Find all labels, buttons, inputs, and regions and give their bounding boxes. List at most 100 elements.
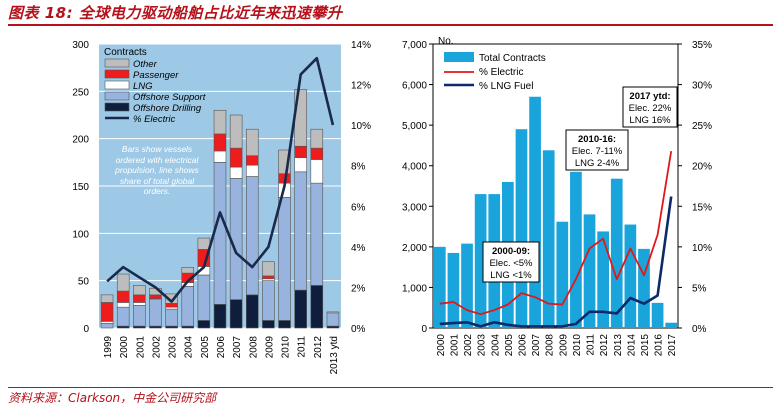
right-bar-total-contracts [610,178,623,328]
left-bar-offshore-support [310,182,324,286]
left-bar-passenger [116,290,130,303]
right-x-tick-label: 2007 [531,334,542,357]
left-bar-offshore-support [245,176,259,296]
right-bar-total-contracts [529,96,541,328]
right-x-labels: 2000 2001 2002 2003 2004 2005 2006 2007 2008 2009… [436,334,678,357]
annotation-2017-ytd: 2017 ytd: Elec. 22% LNG 16% [622,86,678,128]
left-bar-offshore-support [181,286,195,327]
right-axis-label: No. [438,36,454,47]
right-bar-total-contracts [597,231,609,328]
right-bar-total-contracts [583,214,596,328]
left-bar-other [245,128,259,157]
right-x-tick-label: 2008 [545,334,556,357]
left-y2-tick-label: 14% [351,40,371,51]
right-legend: Total Contracts % Electric % LNG Fuel [444,52,546,92]
left-x-tick-label: 2004 [184,336,195,359]
right-bar-total-contracts [474,194,487,328]
left-bar-other [310,128,324,149]
left-bar-passenger [133,294,146,303]
left-annotation-box: Bars show vessels ordered with electrica… [115,144,199,196]
left-y2-ticks: 0% 2% 4% 6% 8% 10% 12% 14% [351,40,371,335]
annotation-2017-ytd-box [622,86,678,128]
right-y-tick-label: 2,000 [402,243,427,254]
right-bar-total-contracts [542,150,555,328]
left-axis-label: Contracts [104,47,147,58]
left-bar-other [116,273,130,292]
right-x-tick-label: 2009 [558,334,569,357]
annotation-2017-ytd-line1: Elec. 22% [629,103,672,114]
left-x-tick-label: 2002 [151,336,162,359]
left-bar-other [262,261,275,277]
left-bar-offshore-drilling [197,320,211,329]
charts-svg: 0 50 100 150 200 250 300 0% 2% 4% 6% 8% 10% 12% 14% 1… [72,36,712,374]
left-y2-tick-label: 8% [351,162,366,173]
figure-title: 图表 18: 全球电力驱动船舶占比近年来迅速攀升 [8,4,343,22]
right-x-tick-label: 2015 [640,334,651,357]
right-x-tick-label: 2005 [504,334,515,357]
right-y-tick-label: 3,000 [402,202,427,213]
right-y2-tick-label: 0% [692,324,707,335]
right-lines [439,150,673,328]
legend-label-lng: LNG [133,81,153,92]
right-x-tick-label: 2012 [599,334,610,357]
right-y2-tick-label: 5% [692,283,707,294]
right-y2-tick-label: 35% [692,40,712,51]
left-bar-passenger [229,147,243,168]
legend-label-pct-electric: % Electric [479,67,523,78]
annotation-2010-16: 2010-16: Elec. 7-11% LNG 2-4% [565,129,629,171]
left-legend: Other Passenger LNG Offshore Support Off… [104,58,206,125]
left-bar-offshore-drilling [229,299,243,329]
left-bar-offshore-drilling [262,320,275,329]
right-x-tick-label: 2003 [477,334,488,357]
legend-swatch-lng [104,80,130,90]
left-x-tick-label: 2006 [216,336,227,359]
title-rule [8,24,773,26]
left-y-tick-label: 300 [72,40,89,51]
legend-swatch-total-contracts [444,52,474,62]
source-rule [8,387,773,388]
left-y-tick-label: 250 [72,87,89,98]
annotation-2000-09-line1: Elec. <5% [489,258,533,269]
legend-swatch-offshore-drilling [104,102,130,112]
right-bar-total-contracts [651,302,664,328]
right-bar-total-contracts [447,252,460,328]
right-y2-tick-label: 20% [692,162,712,173]
left-bar-passenger [165,303,178,308]
legend-swatch-passenger [104,69,130,79]
left-annotation-text: Bars show vessels ordered with electrica… [115,144,199,196]
annotation-2000-09-box [482,241,540,283]
left-chart: 0 50 100 150 200 250 300 0% 2% 4% 6% 8% 10% 12% 14% 1… [72,40,371,374]
left-y2-tick-label: 10% [351,121,371,132]
right-lng-line [439,196,673,328]
left-bar-offshore-support [149,299,162,327]
annotation-2010-16-line1: Elec. 7-11% [572,146,623,157]
left-y-tick-label: 150 [72,182,89,193]
legend-label-pct-lng: % LNG Fuel [479,81,533,92]
left-y-tick-label: 100 [72,229,89,240]
left-bar-offshore-drilling [294,289,307,329]
left-x-tick-label: 2013 ytd [329,336,340,374]
left-bar-other [165,293,178,304]
right-x-tick-label: 2001 [449,334,460,357]
legend-label-offshore-drilling: Offshore Drilling [133,103,202,114]
right-y-tick-label: 6,000 [402,81,427,92]
left-bar-offshore-support [294,171,307,291]
legend-label-other: Other [133,59,158,70]
left-bar-lng [133,302,146,306]
left-x-tick-label: 2000 [119,336,130,359]
annotation-2000-09: 2000-09: Elec. <5% LNG <1% [482,241,540,283]
left-bar-passenger [294,145,307,158]
left-y2-tick-label: 6% [351,202,366,213]
left-y-tick-label: 0 [83,324,89,335]
left-bar-offshore-support [133,304,146,327]
left-bar-offshore-support [326,312,340,327]
left-bar-passenger [245,155,259,166]
left-x-tick-label: 1999 [103,336,114,359]
annotation-2017-ytd-line2: LNG 16% [629,115,671,126]
right-x-tick-label: 2004 [490,334,501,357]
right-x-tick-label: 2014 [626,334,637,357]
right-y2-tick-label: 30% [692,81,712,92]
right-x-tick-label: 2002 [463,334,474,357]
right-x-tick-label: 2013 [613,334,624,357]
annotation-2010-16-box [565,129,629,171]
